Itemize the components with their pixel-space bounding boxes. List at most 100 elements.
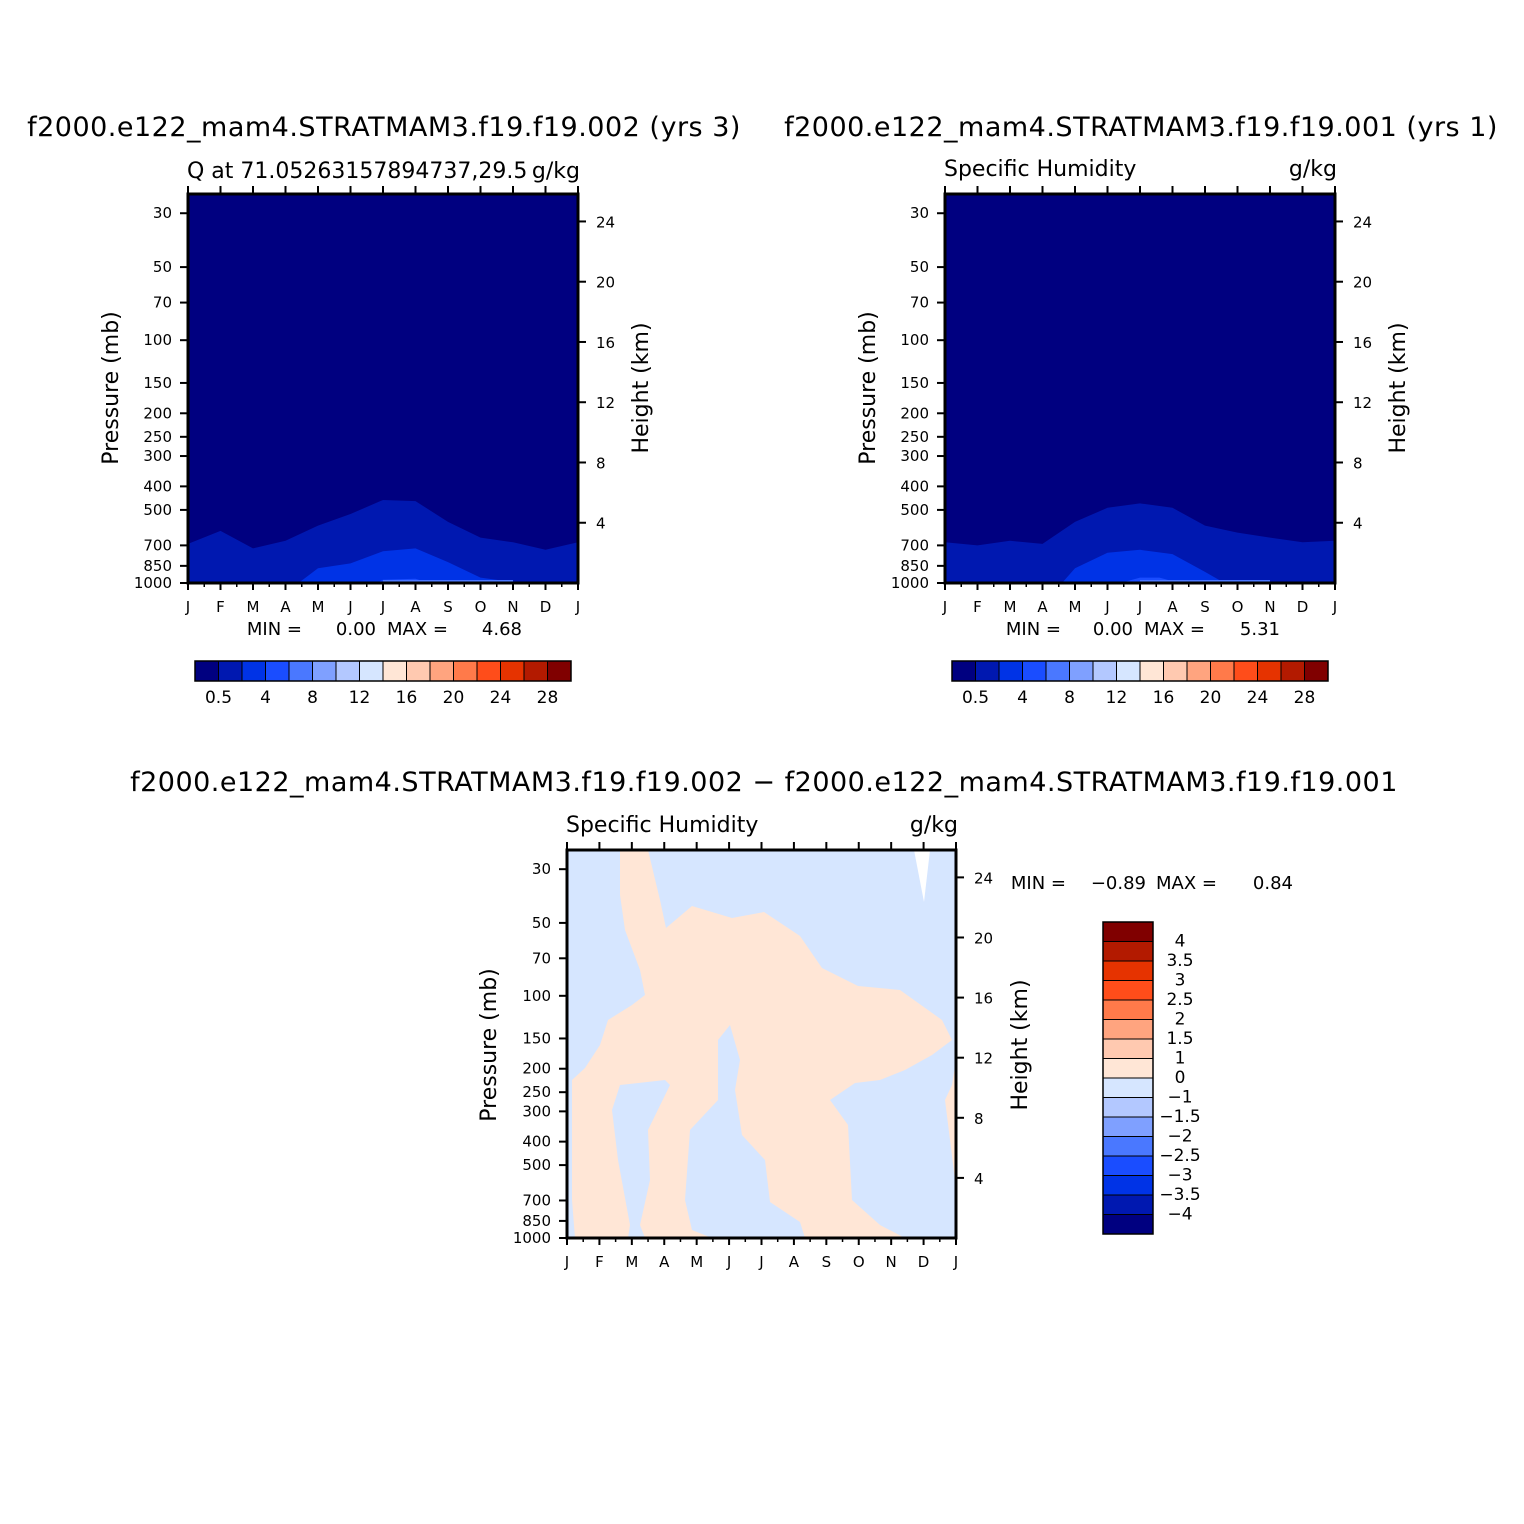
colorbar-label: 0.5 [962, 688, 989, 708]
colorbar-label: 4 [1017, 688, 1028, 708]
colorbar-label: 28 [537, 688, 559, 708]
colorbar-label: −3 [1167, 1166, 1192, 1186]
colorbar-swatch [1102, 1136, 1154, 1157]
x-tick-label: J [347, 598, 352, 616]
x-tick-label: F [216, 598, 225, 616]
right-ylabel-right: Height (km) [1386, 322, 1411, 453]
colorbar-swatch [1102, 960, 1154, 981]
colorbar-swatch [1102, 1155, 1154, 1176]
colorbar-swatch [1102, 1038, 1154, 1059]
y-tick-label: 50 [153, 258, 172, 276]
colorbar-swatch [1102, 1116, 1154, 1137]
colorbar-frame [1102, 921, 1154, 1235]
colorbar-label: 24 [490, 688, 512, 708]
colorbar-label: 12 [349, 688, 371, 708]
contour-level-2 [298, 548, 520, 583]
y-right-tick-label: 24 [596, 213, 615, 231]
y-tick-label: 1000 [513, 1229, 551, 1247]
y-right-tick-label: 12 [596, 394, 615, 412]
right-ylabel: Pressure (mb) [856, 311, 881, 465]
y-right-tick-label: 20 [1353, 274, 1372, 292]
y-tick-label: 850 [143, 557, 172, 575]
colorbar-swatch [1102, 1175, 1154, 1196]
right-min-label: MIN = [1006, 619, 1061, 640]
colorbar-label: 20 [1200, 688, 1222, 708]
x-tick-label: M [247, 598, 260, 616]
y-tick-label: 50 [910, 258, 929, 276]
x-tick-label: J [726, 1253, 731, 1271]
x-tick-label: S [1200, 598, 1210, 616]
y-right-tick-label: 16 [1353, 334, 1372, 352]
x-tick-label: M [1004, 598, 1017, 616]
left-ylabel-right: Height (km) [629, 322, 654, 453]
y-right-tick-label: 12 [974, 1050, 993, 1068]
y-tick-label: 70 [532, 949, 551, 967]
colorbar-swatch [288, 660, 313, 682]
x-tick-label: F [973, 598, 982, 616]
y-tick-label: 150 [900, 374, 929, 392]
x-tick-label: N [1264, 598, 1275, 616]
y-tick-label: 850 [900, 557, 929, 575]
y-tick-label: 300 [143, 447, 172, 465]
y-tick-label: 400 [522, 1133, 551, 1151]
y-tick-label: 700 [522, 1191, 551, 1209]
y-tick-label: 200 [900, 404, 929, 422]
colorbar-swatch [1102, 980, 1154, 1001]
colorbar-swatch [241, 660, 266, 682]
colorbar-swatch [1163, 660, 1188, 682]
difference-ylabel-right: Height (km) [1008, 979, 1033, 1110]
colorbar-swatch [1069, 660, 1094, 682]
y-tick-label: 70 [910, 294, 929, 312]
colorbar-swatch [406, 660, 431, 682]
y-tick-label: 150 [143, 374, 172, 392]
colorbar-swatch [1257, 660, 1282, 682]
colorbar-frame [194, 660, 572, 682]
colorbar-label: 16 [396, 688, 418, 708]
colorbar-label: 0 [1175, 1068, 1186, 1088]
x-tick-label: J [953, 1253, 958, 1271]
x-tick-label: J [564, 1253, 569, 1271]
x-tick-label: A [280, 598, 291, 616]
y-right-tick-label: 4 [1353, 515, 1363, 533]
colorbar-swatch [547, 660, 572, 682]
colorbar-swatch [1102, 1019, 1154, 1040]
y-right-tick-label: 16 [974, 990, 993, 1008]
y-right-tick-label: 4 [974, 1170, 984, 1188]
difference-units: g/kg [910, 813, 958, 838]
colorbar-swatch [312, 660, 337, 682]
x-tick-label: A [1167, 598, 1178, 616]
difference-positive-region [572, 850, 956, 1238]
x-tick-label: J [575, 598, 580, 616]
difference-min-label: MIN = [1011, 873, 1066, 894]
colorbar-swatch [265, 660, 290, 682]
right-colorbar: 0.5 4 8 12 16 20 24 28 [951, 660, 1329, 708]
colorbar-label: 8 [307, 688, 318, 708]
colorbar-label: 16 [1153, 688, 1175, 708]
left-panel-title: f2000.e122_mam4.STRATMAM3.f19.f19.002 (y… [27, 112, 741, 143]
colorbar-label: 2 [1175, 1010, 1186, 1030]
right-max-label: MAX = [1144, 619, 1205, 640]
colorbar-swatch [476, 660, 501, 682]
colorbar-label: −2.5 [1159, 1146, 1200, 1166]
colorbar-swatch [453, 660, 478, 682]
left-subtitle: Q at 71.05263157894737,29.5 [187, 159, 527, 184]
contour-level-2 [1062, 549, 1225, 583]
y-tick-label: 400 [900, 477, 929, 495]
colorbar-swatch [1186, 660, 1211, 682]
y-tick-label: 150 [522, 1029, 551, 1047]
colorbar-swatch [1139, 660, 1164, 682]
y-tick-label: 400 [143, 477, 172, 495]
colorbar-label: 3 [1175, 971, 1186, 991]
x-tick-label: J [1332, 598, 1337, 616]
left-min-value: 0.00 [336, 619, 376, 640]
y-right-tick-label: 16 [596, 334, 615, 352]
y-tick-label: 100 [900, 331, 929, 349]
right-units: g/kg [1289, 157, 1337, 182]
difference-positive-island [878, 1085, 893, 1165]
colorbar-swatch [382, 660, 407, 682]
difference-white-notch [914, 850, 930, 902]
x-tick-label: O [475, 598, 487, 616]
x-tick-label: N [886, 1253, 897, 1271]
